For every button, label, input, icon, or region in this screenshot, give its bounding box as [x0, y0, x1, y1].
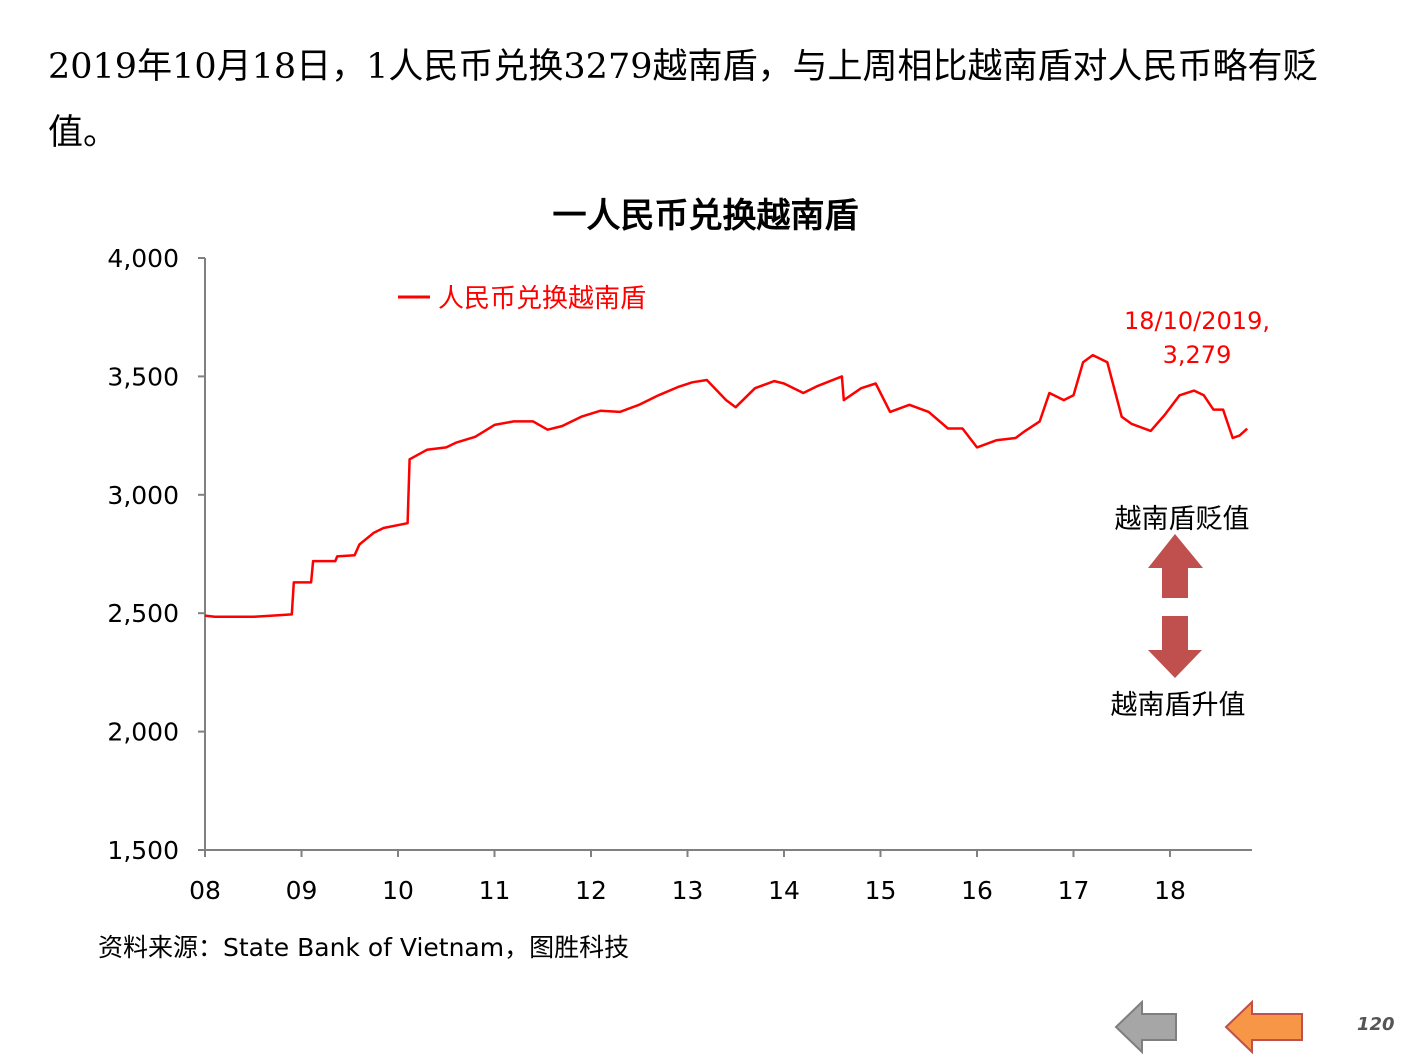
source-note: 资料来源：State Bank of Vietnam，图胜科技 [98, 933, 630, 962]
prev-slide-button[interactable] [1112, 998, 1182, 1056]
y-tick-label: 3,000 [107, 481, 179, 510]
y-tick-label: 2,000 [107, 718, 179, 747]
x-tick-label: 14 [768, 876, 800, 905]
legend-label: 人民币兑换越南盾 [438, 284, 646, 314]
next-slide-button[interactable] [1222, 998, 1308, 1056]
annotation-date: 18/10/2019, [1124, 307, 1270, 335]
x-tick-label: 10 [382, 876, 414, 905]
x-tick-label: 17 [1058, 876, 1090, 905]
x-tick-label: 18 [1154, 876, 1186, 905]
arrow-up-icon [1148, 534, 1203, 598]
chart-title: 一人民币兑换越南盾 [552, 196, 859, 236]
annotation-value: 3,279 [1163, 341, 1232, 369]
series-line [204, 353, 1249, 619]
series-layer [204, 353, 1249, 619]
page-number: 120 [1357, 1014, 1395, 1035]
arrow-left-icon [1224, 999, 1303, 1055]
arrow-left-icon [1114, 999, 1177, 1055]
y-tick-label: 2,500 [107, 599, 179, 628]
appreciation-label: 越南盾升值 [1111, 690, 1246, 721]
x-tick-label: 09 [286, 876, 318, 905]
y-tick-label: 4,000 [107, 244, 179, 273]
x-tick-label: 08 [189, 876, 221, 905]
arrow-down-icon [1148, 616, 1202, 678]
headline: 2019年10月18日，1人民币兑换3279越南盾，与上周相比越南盾对人民币略有… [48, 47, 1318, 153]
y-tick-label: 1,500 [107, 836, 179, 865]
x-axis: 08 09 10 11 12 13 14 15 16 17 18 [189, 849, 1252, 905]
x-tick-label: 13 [672, 876, 704, 905]
x-tick-label: 16 [961, 876, 993, 905]
x-tick-label: 12 [575, 876, 607, 905]
y-axis: 1,500 2,000 2,500 3,000 3,500 4,000 [107, 244, 206, 865]
x-tick-label: 11 [479, 876, 511, 905]
x-tick-label: 15 [865, 876, 897, 905]
y-tick-label: 3,500 [107, 362, 179, 391]
depreciation-label: 越南盾贬值 [1115, 504, 1250, 535]
